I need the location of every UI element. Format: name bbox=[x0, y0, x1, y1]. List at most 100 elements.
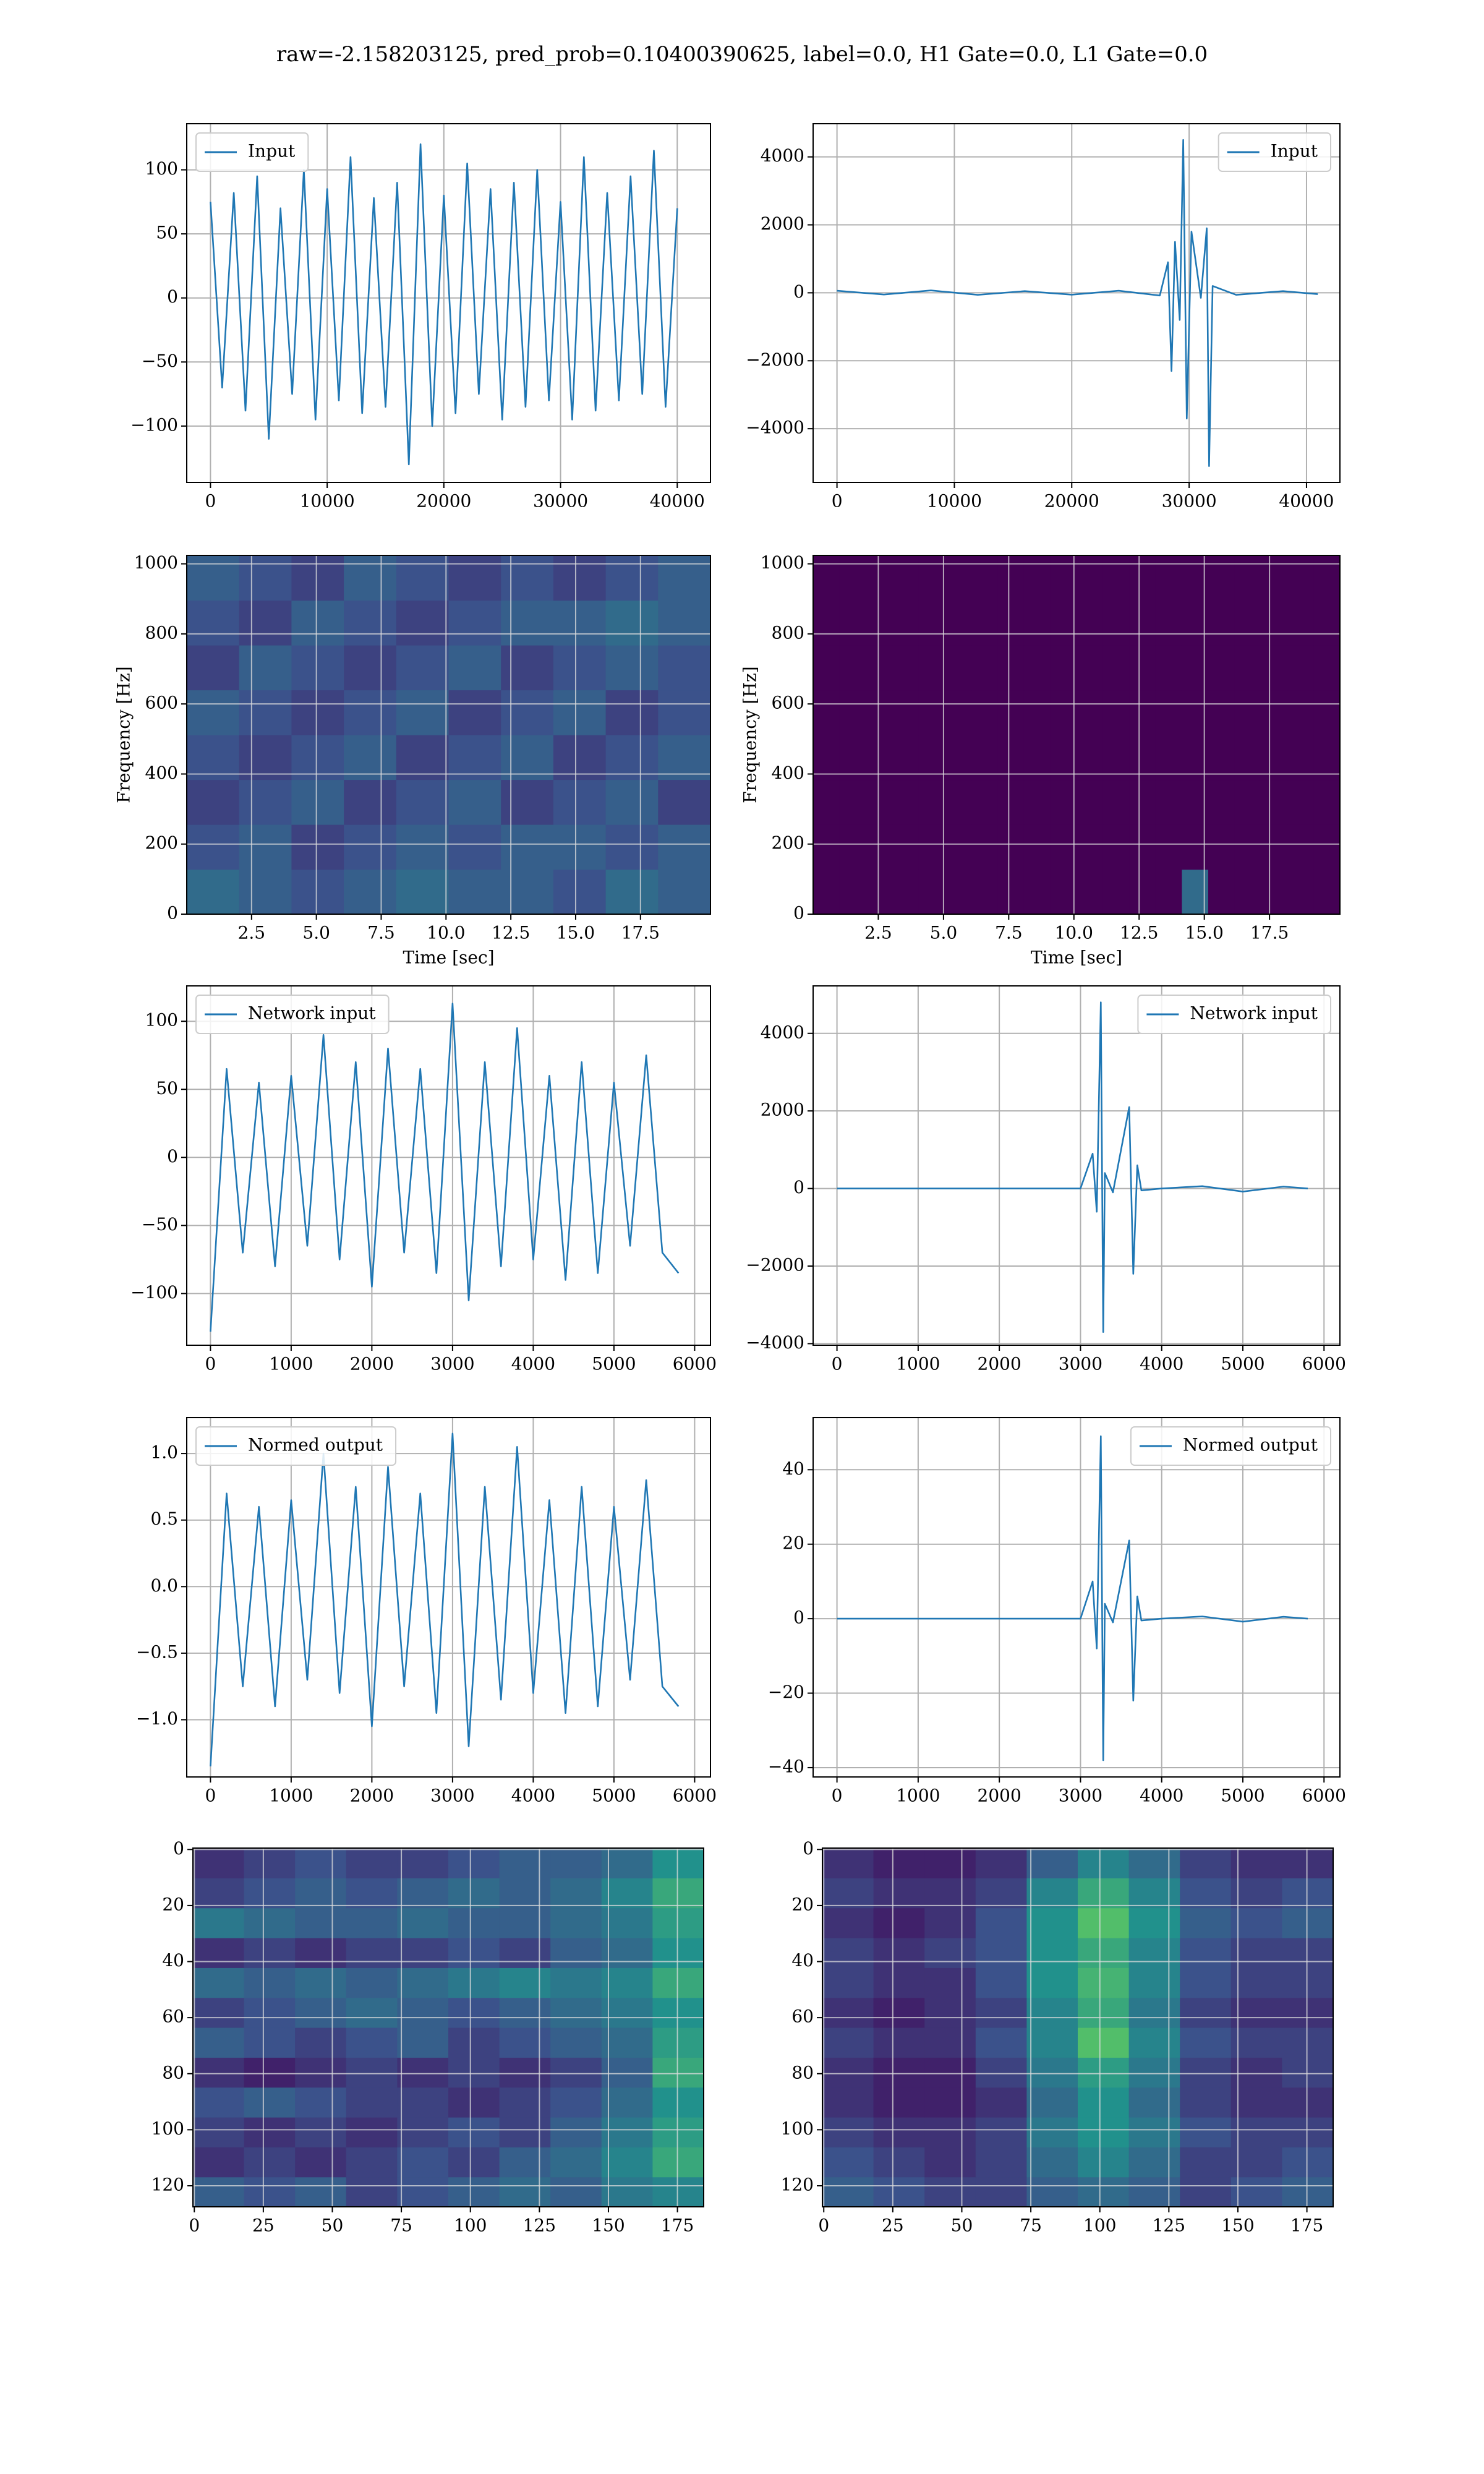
heatmap-cell bbox=[291, 645, 344, 691]
series-line bbox=[837, 139, 1318, 467]
heatmap-cell bbox=[1180, 1938, 1232, 1968]
y-tick-label: 20 bbox=[791, 1894, 814, 1914]
heatmap-cell bbox=[971, 779, 998, 825]
heatmap-cell bbox=[1102, 735, 1130, 781]
heatmap-cell bbox=[813, 555, 840, 601]
legend: Normed output bbox=[1130, 1426, 1331, 1466]
x-tick-label: 40000 bbox=[1279, 491, 1334, 511]
heatmap-cell bbox=[1102, 779, 1130, 825]
heatmap-cell bbox=[295, 2117, 347, 2147]
plot-area bbox=[813, 986, 1340, 1345]
heatmap-cell bbox=[1155, 869, 1182, 914]
heatmap-cell bbox=[187, 824, 240, 870]
heatmap-cell bbox=[1287, 645, 1314, 691]
heatmap-cell bbox=[1282, 2147, 1333, 2178]
heatmap-cell bbox=[658, 824, 710, 870]
heatmap-cell bbox=[193, 1907, 245, 1938]
series-line bbox=[210, 1003, 680, 1332]
heatmap-cell bbox=[652, 1938, 704, 1968]
y-tick-label: 60 bbox=[162, 2006, 184, 2027]
heatmap-cell bbox=[501, 824, 554, 870]
heatmap-cell bbox=[839, 779, 866, 825]
axes-frame bbox=[812, 1417, 1341, 1778]
heatmap-cell bbox=[839, 735, 866, 781]
heatmap-cell bbox=[813, 824, 840, 870]
heatmap-cell bbox=[193, 1997, 245, 2028]
heatmap-cell bbox=[397, 1967, 449, 1998]
heatmap-cell bbox=[822, 1967, 874, 1998]
y-tick-label: −2000 bbox=[746, 349, 804, 370]
heatmap-cell bbox=[448, 600, 501, 646]
heatmap-cell bbox=[499, 1967, 551, 1998]
heatmap-cell bbox=[997, 645, 1025, 691]
heatmap-cell bbox=[346, 2057, 398, 2088]
heatmap-cell bbox=[397, 2057, 449, 2088]
heatmap-cell bbox=[975, 1878, 1027, 1909]
heatmap-cell bbox=[1026, 1907, 1078, 1938]
x-tick-label: 3000 bbox=[430, 1354, 474, 1374]
heatmap-cell bbox=[396, 735, 450, 781]
heatmap-cell bbox=[873, 2177, 925, 2207]
x-tick-label: 150 bbox=[1221, 2215, 1254, 2236]
x-tick-label: 0 bbox=[832, 1786, 843, 1806]
heatmap-cell bbox=[1050, 779, 1077, 825]
heatmap-cell bbox=[1128, 1997, 1180, 2028]
heatmap-cell bbox=[1128, 2087, 1180, 2118]
heatmap-cell bbox=[1023, 600, 1051, 646]
heatmap-cell bbox=[1078, 2177, 1130, 2207]
heatmap-cell bbox=[1180, 2117, 1232, 2147]
x-tick-label: 30000 bbox=[533, 491, 588, 511]
heatmap-cell bbox=[239, 824, 292, 870]
heatmap-cell bbox=[839, 645, 866, 691]
heatmap-cell bbox=[244, 2087, 296, 2118]
heatmap-cell bbox=[822, 1878, 874, 1909]
heatmap-cell bbox=[918, 600, 945, 646]
heatmap-cell bbox=[1230, 1878, 1282, 1909]
x-axis-label: Time [sec] bbox=[1031, 948, 1122, 968]
x-tick-label: 100 bbox=[1083, 2215, 1116, 2236]
x-tick-label: 2000 bbox=[350, 1786, 394, 1806]
heatmap-cell bbox=[1261, 779, 1288, 825]
heatmap-cell bbox=[346, 2147, 398, 2178]
heatmap-cell bbox=[295, 2147, 347, 2178]
heatmap-cell bbox=[499, 2057, 551, 2088]
heatmap-cell bbox=[244, 1997, 296, 2028]
heatmap-cell bbox=[866, 824, 893, 870]
heatmap-cell bbox=[1078, 2057, 1130, 2088]
heatmap-cell bbox=[448, 824, 501, 870]
heatmap-cell bbox=[1128, 1938, 1180, 1968]
heatmap-cell bbox=[448, 1938, 500, 1968]
heatmap-cell bbox=[1129, 645, 1156, 691]
heatmap-cell bbox=[499, 2117, 551, 2147]
heatmap-cell bbox=[822, 2117, 874, 2147]
heatmap-cell bbox=[187, 779, 240, 825]
heatmap-cell bbox=[1023, 735, 1051, 781]
heatmap-cell bbox=[1078, 2117, 1130, 2147]
heatmap-cell bbox=[1129, 600, 1156, 646]
heatmap-cell bbox=[945, 824, 972, 870]
heatmap-cell bbox=[501, 645, 554, 691]
heatmap-cell bbox=[193, 2087, 245, 2118]
heatmap-cell bbox=[1234, 690, 1261, 735]
heatmap-cell bbox=[822, 1907, 874, 1938]
y-tick-label: 80 bbox=[162, 2062, 184, 2082]
x-tick-label: 10.0 bbox=[427, 923, 465, 943]
heatmap-cell bbox=[1026, 2027, 1078, 2058]
heatmap-cell bbox=[239, 690, 292, 735]
heatmap-cell bbox=[1026, 1848, 1078, 1878]
heatmap-cell bbox=[1128, 1878, 1180, 1909]
heatmap-cell bbox=[1230, 2147, 1282, 2178]
heatmap-cell bbox=[924, 1907, 976, 1938]
heatmap-cell bbox=[924, 2117, 976, 2147]
heatmap-cell bbox=[1023, 555, 1051, 601]
heatmap-cell bbox=[1023, 779, 1051, 825]
heatmap-cell bbox=[344, 824, 397, 870]
heatmap-cell bbox=[1208, 645, 1235, 691]
heatmap-cell bbox=[1313, 824, 1340, 870]
heatmap-cell bbox=[553, 645, 607, 691]
legend-box bbox=[195, 1426, 397, 1466]
heatmap-cell bbox=[499, 2087, 551, 2118]
heatmap-cell bbox=[1155, 779, 1182, 825]
heatmap-cell bbox=[971, 555, 998, 601]
plot-area bbox=[822, 1848, 1333, 2207]
